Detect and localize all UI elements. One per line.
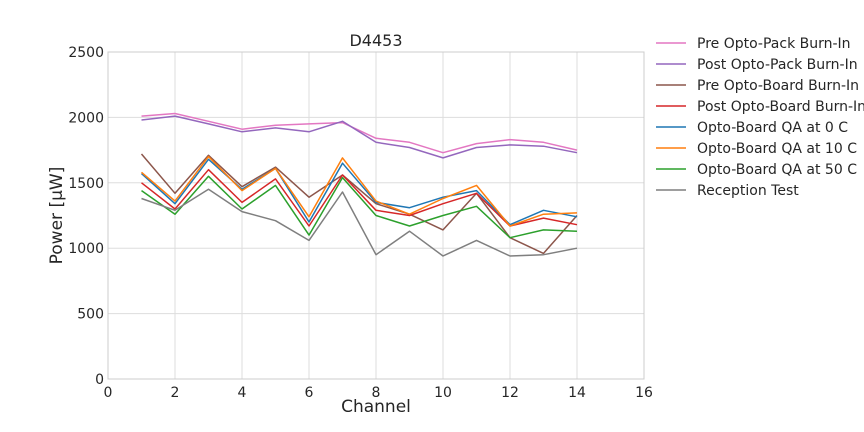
y-tick-label: 2000 xyxy=(68,110,104,126)
series-line xyxy=(141,112,578,154)
series-line xyxy=(141,115,578,159)
y-tick-label: 2500 xyxy=(68,45,104,61)
y-axis-label: Power [μW] xyxy=(47,167,67,265)
x-tick-label: 6 xyxy=(305,385,314,401)
x-tick-label: 12 xyxy=(501,385,519,401)
series-line xyxy=(141,175,578,239)
legend-entry: Post Opto-Board Burn-In xyxy=(697,99,864,115)
y-tick-label: 1000 xyxy=(68,241,104,257)
y-tick-label: 500 xyxy=(77,307,104,323)
legend: Pre Opto-Pack Burn-In Post Opto-Pack Burn… xyxy=(656,36,864,199)
y-axis-ticks: 0 500 1000 1500 2000 2500 xyxy=(68,45,104,388)
x-tick-label: 16 xyxy=(635,385,653,401)
plot-frame xyxy=(107,51,645,380)
series-lines xyxy=(140,112,578,257)
legend-entry: Opto-Board QA at 0 C xyxy=(697,120,848,136)
legend-entry: Opto-Board QA at 50 C xyxy=(697,162,857,178)
series-line xyxy=(141,168,578,227)
x-tick-label: 8 xyxy=(372,385,381,401)
chart-title: D4453 xyxy=(349,31,402,50)
y-tick-label: 0 xyxy=(95,372,104,388)
x-tick-label: 2 xyxy=(171,385,180,401)
legend-entry: Pre Opto-Board Burn-In xyxy=(697,78,859,94)
x-tick-label: 14 xyxy=(568,385,586,401)
series-line xyxy=(141,188,578,257)
x-tick-label: 0 xyxy=(104,385,113,401)
y-tick-label: 1500 xyxy=(68,176,104,192)
series-line xyxy=(140,153,578,255)
x-axis-label: Channel xyxy=(341,397,411,417)
x-tick-label: 10 xyxy=(434,385,452,401)
legend-entry: Post Opto-Pack Burn-In xyxy=(697,57,858,73)
legend-entry: Reception Test xyxy=(697,183,799,199)
legend-entry: Opto-Board QA at 10 C xyxy=(697,141,857,157)
x-axis-ticks: 0 2 4 6 8 10 12 14 16 xyxy=(104,385,653,401)
x-tick-label: 4 xyxy=(238,385,247,401)
series-line xyxy=(141,155,578,227)
legend-entry: Pre Opto-Pack Burn-In xyxy=(697,36,851,52)
